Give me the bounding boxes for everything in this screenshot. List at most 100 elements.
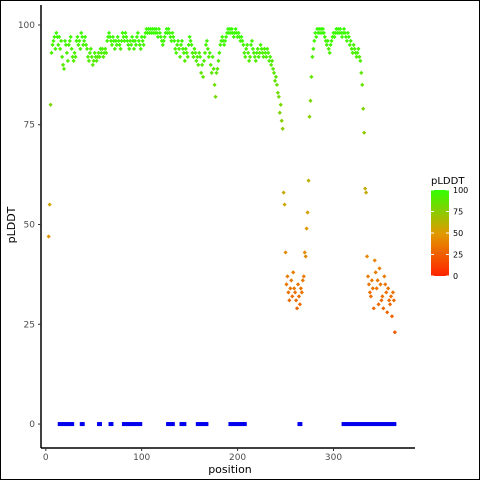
plddt-point (104, 50, 109, 55)
plddt-point (207, 50, 212, 55)
plddt-point (275, 90, 280, 95)
plddt-point (113, 38, 118, 44)
disorder-marker (387, 422, 391, 427)
plddt-point (239, 34, 244, 40)
plddt-point (278, 102, 283, 107)
legend-tick-label: 75 (453, 208, 463, 217)
color-legend: pLDDT 0 25 50 75 100 (431, 176, 468, 281)
plddt-point (138, 46, 143, 52)
plddt-point (252, 54, 257, 59)
plddt-point (233, 26, 238, 32)
plddt-point (332, 34, 337, 40)
plddt-point (187, 34, 192, 40)
plddt-point (346, 34, 351, 40)
plddt-point (229, 26, 234, 32)
plddt-point (110, 34, 116, 40)
plddt-point (295, 282, 301, 287)
plddt-point (272, 78, 278, 83)
plddt-point (85, 54, 91, 59)
disorder-marker (171, 422, 175, 427)
plddt-point (270, 58, 275, 63)
plddt-point (392, 330, 397, 335)
plddt-point (51, 38, 56, 44)
plddt-point (250, 46, 256, 52)
plddt-point (262, 46, 267, 52)
plddt-point (181, 50, 186, 55)
plddt-point (209, 70, 214, 75)
plddt-point (247, 54, 253, 59)
plddt-point (182, 58, 187, 63)
plddt-point (312, 38, 317, 44)
disorder-marker (201, 422, 205, 427)
plddt-point (243, 54, 248, 59)
plddt-point (348, 38, 353, 44)
plddt-point (99, 50, 104, 55)
disorder-marker (364, 422, 368, 427)
plddt-point (391, 298, 397, 303)
plddt-point (294, 306, 300, 311)
plddt-point (118, 46, 123, 52)
disorder-marker (372, 422, 376, 427)
plddt-point (69, 46, 74, 52)
plddt-point (320, 26, 326, 32)
plddt-point (351, 42, 356, 48)
plddt-point (309, 74, 314, 79)
plddt-point (266, 50, 271, 55)
plddt-point (54, 30, 59, 36)
disorder-marker (345, 422, 349, 427)
plddt-point (256, 54, 261, 59)
plddt-point (345, 30, 350, 36)
plddt-point (382, 274, 387, 279)
plddt-point (265, 46, 270, 52)
plddt-point (302, 250, 307, 255)
plddt-point (254, 50, 259, 55)
plddt-point (363, 186, 368, 191)
plddt-point (376, 302, 381, 307)
plddt-point (62, 38, 68, 44)
plddt-point (326, 46, 331, 52)
plddt-point (287, 298, 292, 303)
plddt-point (196, 62, 201, 67)
plddt-point (78, 46, 83, 52)
plddt-point (120, 30, 125, 36)
plddt-point (67, 38, 72, 44)
disorder-marker (127, 422, 131, 427)
plddt-point (255, 46, 260, 52)
plddt-point (307, 114, 312, 119)
plddt-point (66, 42, 71, 48)
plddt-point (103, 46, 108, 52)
plddt-point (83, 34, 88, 40)
plddt-point (65, 58, 70, 63)
plddt-point (387, 298, 392, 303)
plddt-point (121, 34, 126, 40)
plddt-point (180, 46, 186, 52)
plddt-point (384, 290, 389, 295)
plddt-point (374, 286, 379, 291)
disorder-marker (391, 422, 395, 427)
plddt-point (57, 34, 62, 40)
plddt-point (52, 34, 57, 40)
plddt-point (286, 290, 291, 295)
plddt-point (183, 46, 188, 52)
plddt-point (381, 306, 386, 311)
plddt-point (199, 70, 204, 75)
plddt-point (268, 54, 273, 59)
plddt-point (389, 314, 395, 319)
disorder-marker (166, 422, 170, 427)
plddt-point (383, 282, 388, 287)
disorder-marker (378, 422, 382, 427)
plddt-point (379, 298, 384, 303)
plddt-point (343, 34, 349, 40)
plddt-point (211, 66, 216, 71)
plddt-point (188, 38, 193, 44)
plddt-point (322, 34, 327, 40)
plddt-point (304, 226, 309, 231)
plddt-point (73, 54, 78, 59)
plddt-point (160, 42, 165, 48)
plddt-point (388, 294, 394, 299)
plddt-point (68, 34, 73, 40)
legend-tick-label: 100 (453, 186, 468, 195)
plddt-point (59, 38, 64, 44)
plddt-point (273, 74, 279, 79)
plddt-point (50, 42, 55, 48)
